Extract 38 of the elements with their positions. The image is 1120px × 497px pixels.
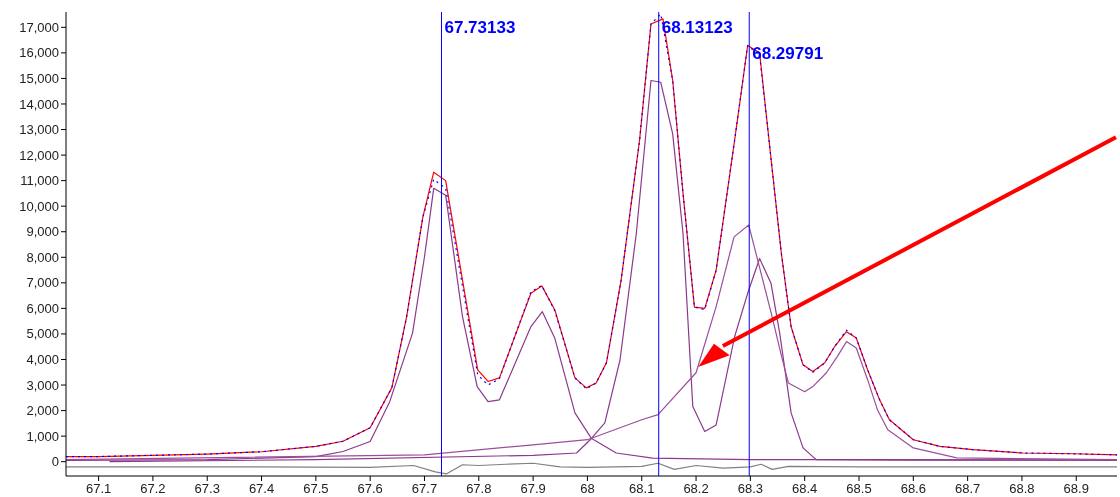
y-tick-label: 6,000 [26,300,59,316]
x-tick-label: 67.5 [303,481,329,496]
x-tick-label: 68.7 [954,481,981,496]
x-tick-label: 68 [580,481,595,496]
x-tick-label: 67.1 [85,481,112,496]
y-tick-label: 13,000 [19,122,59,138]
y-tick-label: 10,000 [19,198,59,214]
y-tick-label: 14,000 [19,96,59,112]
y-tick-label: 4,000 [26,352,59,368]
x-tick-label: 67.9 [520,481,546,496]
y-tick-label: 2,000 [26,403,59,419]
x-tick-label: 67.8 [466,481,492,496]
y-tick-label: 16,000 [19,45,59,61]
x-tick-label: 68.4 [792,481,818,496]
y-tick-label: 3,000 [26,377,59,393]
y-tick-label: 9,000 [26,224,59,240]
y-tick-label: 17,000 [19,19,59,35]
ref-line-label: 67.73133 [444,18,516,37]
x-tick-label: 68.9 [1063,481,1089,496]
x-tick-label: 67.4 [248,481,275,496]
y-tick-label: 15,000 [19,70,59,86]
x-tick-label: 68.5 [846,481,872,496]
x-tick-label: 67.6 [357,481,383,496]
x-tick-label: 68.2 [683,481,709,496]
y-tick-label: 12,000 [19,147,59,163]
x-tick-label: 67.7 [411,481,438,496]
x-tick-label: 68.1 [629,481,655,496]
y-tick-label: 5,000 [26,326,59,342]
y-tick-label: 11,000 [20,173,59,189]
x-tick-label: 67.2 [140,481,166,496]
y-tick-label: 0 [51,454,59,470]
x-tick-label: 68.6 [900,481,926,496]
y-tick-label: 8,000 [26,249,59,265]
x-tick-label: 67.3 [194,481,220,496]
y-tick-label: 7,000 [26,275,59,291]
x-tick-label: 68.8 [1009,481,1035,496]
x-tick-label: 68.3 [737,481,764,496]
y-tick-label: 1,000 [26,428,59,444]
